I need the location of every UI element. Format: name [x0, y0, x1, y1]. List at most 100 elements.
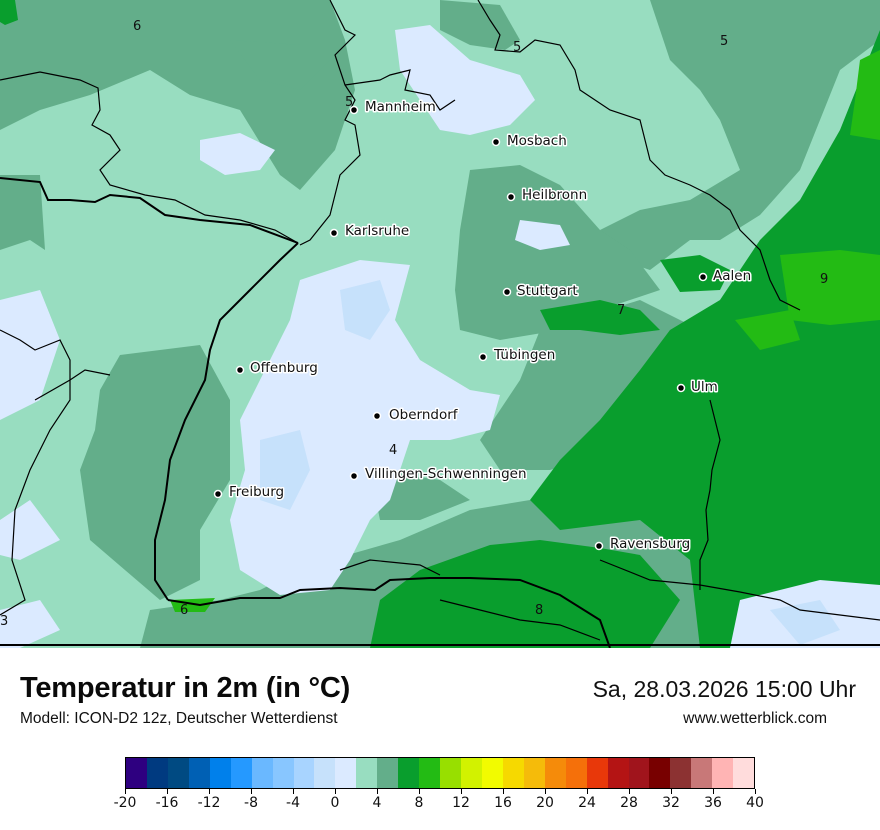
temp-zone-minus2-0 [260, 280, 840, 645]
colorbar-bin [481, 758, 503, 788]
colorbar-bin [398, 758, 420, 788]
colorbar-tick-label: 32 [662, 795, 680, 811]
colorbar-bin [377, 758, 399, 788]
colorbar-bin [272, 758, 294, 788]
city-dot-icon [235, 365, 245, 375]
colorbar-tick-label: -16 [155, 795, 179, 811]
temp-zone-6-8 [0, 0, 880, 648]
colorbar-tick [502, 789, 504, 794]
city-oberndorf[interactable]: Oberndorf [372, 406, 460, 425]
colorbar-bin [440, 758, 461, 788]
colorbar-tick [712, 789, 714, 794]
colorbar-bin [167, 758, 189, 788]
contour-label: 5 [345, 95, 353, 110]
colorbar-bin [565, 758, 587, 788]
colorbar-tick-label: 36 [704, 795, 722, 811]
colorbar-bin [335, 758, 357, 788]
colorbar-tick-label: 4 [372, 795, 382, 811]
city-label: Freiburg [229, 484, 284, 500]
colorbar-tick-label: -12 [197, 795, 221, 811]
city-villingen-schwenningen[interactable]: Villingen-Schwenningen [349, 465, 528, 484]
colorbar-tick [586, 789, 588, 794]
city-dot-icon [349, 471, 359, 481]
colorbar-tick-label: 20 [536, 795, 554, 811]
model-source: Modell: ICON-D2 12z, Deutscher Wetterdie… [20, 710, 338, 727]
city-dot-icon [676, 383, 686, 393]
temperature-map: 6 5 5 5 9 7 4 6 8 3 Mannheim Mosbach Hei… [0, 0, 880, 648]
contour-label: 6 [133, 19, 141, 34]
colorbar-bin [586, 758, 608, 788]
colorbar-bin [126, 758, 147, 788]
colorbar-bin [502, 758, 524, 788]
colorbar-bin [523, 758, 545, 788]
temperature-colorbar [125, 757, 755, 789]
city-label: Stuttgart [517, 283, 578, 299]
borders [0, 0, 880, 648]
contour-label: 8 [535, 603, 543, 618]
colorbar-tick [334, 789, 336, 794]
map-footer: Temperatur in 2m (in °C) Modell: ICON-D2… [0, 648, 880, 830]
colorbar-bin [733, 758, 755, 788]
colorbar-bin [712, 758, 734, 788]
city-stuttgart[interactable]: Stuttgart [502, 282, 579, 301]
city-label: Karlsruhe [345, 223, 409, 239]
city-dot-icon [478, 352, 488, 362]
colorbar-bin [209, 758, 231, 788]
city-dot-icon [213, 489, 223, 499]
colorbar-bin [314, 758, 336, 788]
colorbar-bin [251, 758, 273, 788]
forecast-datetime: Sa, 28.03.2026 15:00 Uhr [592, 676, 856, 702]
city-freiburg[interactable]: Freiburg [213, 483, 286, 502]
colorbar-bin [356, 758, 378, 788]
city-mosbach[interactable]: Mosbach [491, 132, 568, 151]
city-heilbronn[interactable]: Heilbronn [506, 186, 589, 205]
map-title: Temperatur in 2m (in °C) [20, 672, 351, 704]
colorbar-tick [628, 789, 630, 794]
contour-label: 7 [617, 303, 625, 318]
colorbar-bin [188, 758, 210, 788]
colorbar-tick [250, 789, 252, 794]
city-label: Aalen [713, 268, 751, 284]
colorbar-bin [649, 758, 671, 788]
city-dot-icon [506, 192, 516, 202]
colorbar-tick [460, 789, 462, 794]
city-mannheim[interactable]: Mannheim [349, 98, 437, 117]
city-dot-icon [594, 541, 604, 551]
website-link[interactable]: www.wetterblick.com [683, 710, 827, 727]
contour-label: 5 [720, 34, 728, 49]
city-aalen[interactable]: Aalen [698, 267, 753, 286]
city-label: Ravensburg [610, 536, 690, 552]
colorbar-tick-label: -20 [113, 795, 137, 811]
city-label: Mosbach [507, 133, 567, 149]
contour-labels: 6 5 5 5 9 7 4 6 8 3 [0, 19, 828, 629]
city-label: Villingen-Schwenningen [365, 466, 527, 482]
colorbar-tick-label: -4 [286, 795, 300, 811]
colorbar-tick-label: 24 [578, 795, 596, 811]
colorbar-ticks: -20 -16 -12 -8 -4 0 4 8 12 16 20 24 28 32 36 40 [114, 789, 764, 819]
city-offenburg[interactable]: Offenburg [235, 359, 319, 378]
city-dot-icon [698, 272, 708, 282]
colorbar-tick-label: -8 [244, 795, 258, 811]
colorbar-bin [293, 758, 315, 788]
colorbar-tick-label: 40 [746, 795, 764, 811]
city-ulm[interactable]: Ulm [676, 378, 719, 397]
city-tuebingen[interactable]: Tübingen [478, 346, 557, 365]
city-dot-icon [329, 228, 339, 238]
colorbar-tick [670, 789, 672, 794]
city-label: Oberndorf [389, 407, 459, 423]
colorbar-bin [670, 758, 692, 788]
colorbar-tick-label: 12 [452, 795, 470, 811]
city-label: Ulm [691, 379, 718, 395]
city-dot-icon [502, 287, 512, 297]
colorbar-tick [376, 789, 378, 794]
contour-label: 3 [0, 614, 8, 629]
colorbar-bin [419, 758, 441, 788]
map-canvas: 6 5 5 5 9 7 4 6 8 3 Mannheim Mosbach Hei… [0, 0, 880, 648]
colorbar-tick [544, 789, 546, 794]
city-ravensburg[interactable]: Ravensburg [594, 535, 692, 554]
colorbar-bin [691, 758, 713, 788]
colorbar-tick-label: 0 [330, 795, 340, 811]
colorbar-bin [544, 758, 566, 788]
city-karlsruhe[interactable]: Karlsruhe [329, 222, 411, 241]
colorbar-bin [628, 758, 650, 788]
